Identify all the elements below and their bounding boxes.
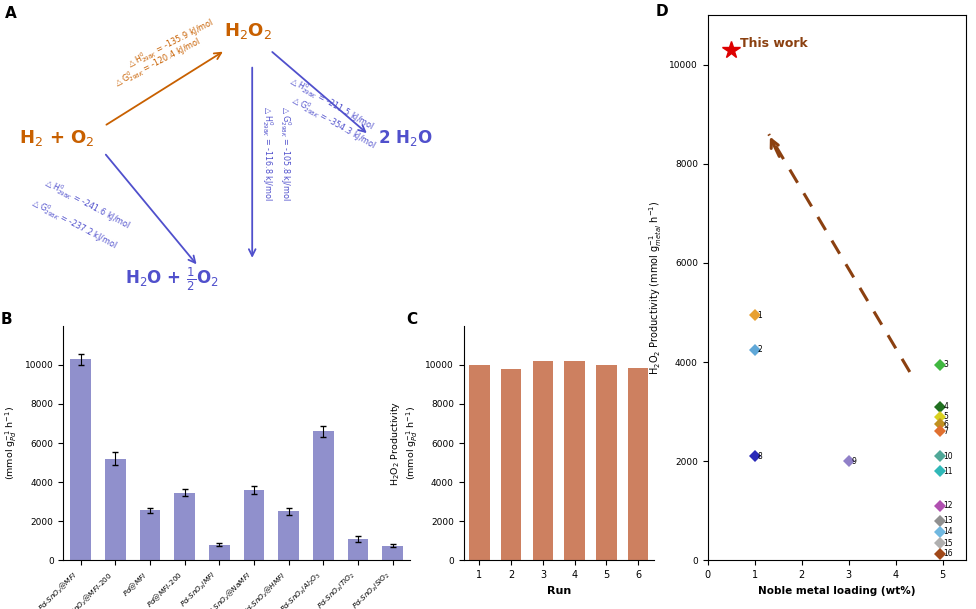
Bar [209, 544, 229, 560]
Bar [105, 459, 126, 560]
Text: 12: 12 [943, 501, 953, 510]
Text: 10: 10 [943, 452, 953, 461]
Text: B: B [1, 312, 13, 327]
Text: 14: 14 [943, 527, 953, 536]
Text: 11: 11 [943, 466, 953, 476]
Text: 1: 1 [757, 311, 762, 320]
Text: H$_2$O + $\frac{1}{2}$O$_2$: H$_2$O + $\frac{1}{2}$O$_2$ [125, 266, 219, 293]
Bar [533, 361, 553, 560]
Text: D: D [656, 4, 669, 19]
Text: 8: 8 [757, 452, 762, 461]
Text: H$_2$ + O$_2$: H$_2$ + O$_2$ [19, 128, 95, 148]
Bar [628, 368, 648, 560]
Text: 4: 4 [943, 402, 948, 411]
Bar [596, 365, 617, 560]
Text: 3: 3 [943, 360, 948, 369]
Text: 2 H$_2$O: 2 H$_2$O [378, 128, 432, 148]
Text: $\triangle$H$^0_{298K}$ = -116.8 kJ/mol: $\triangle$H$^0_{298K}$ = -116.8 kJ/mol [261, 105, 275, 200]
Text: 2: 2 [757, 345, 762, 354]
Text: 16: 16 [943, 549, 953, 558]
Text: $\triangle$G$^0_{298K}$ = -120.4 kJ/mol: $\triangle$G$^0_{298K}$ = -120.4 kJ/mol [111, 34, 203, 91]
Bar [564, 361, 585, 560]
Bar [313, 431, 334, 560]
Bar [278, 512, 299, 560]
X-axis label: Noble metal loading (wt%): Noble metal loading (wt%) [758, 586, 915, 596]
Y-axis label: H$_2$O$_2$ Productivity (mmol g$_{metal}^{-1}$ h$^{-1}$): H$_2$O$_2$ Productivity (mmol g$_{metal}… [647, 200, 664, 375]
Bar [140, 510, 160, 560]
Text: 6: 6 [943, 420, 948, 429]
Text: C: C [406, 312, 418, 327]
Bar [501, 369, 521, 560]
Bar [469, 365, 490, 560]
Y-axis label: H$_2$O$_2$ Productivity
(mmol g$_{Pd}^{-1}$ h$^{-1}$): H$_2$O$_2$ Productivity (mmol g$_{Pd}^{-… [0, 401, 20, 485]
Text: $\triangle$G$^0_{298K}$ = -105.8 kJ/mol: $\triangle$G$^0_{298K}$ = -105.8 kJ/mol [278, 105, 293, 200]
Text: $\triangle$H$^0_{298K}$ = -211.5 kJ/mol: $\triangle$H$^0_{298K}$ = -211.5 kJ/mol [286, 74, 377, 135]
Bar [175, 493, 195, 560]
Text: $\triangle$H$^0_{298K}$ = -241.6 kJ/mol: $\triangle$H$^0_{298K}$ = -241.6 kJ/mol [41, 174, 133, 233]
Text: 7: 7 [943, 427, 948, 436]
Text: A: A [5, 6, 17, 21]
Bar [70, 359, 91, 560]
Text: $\triangle$H$^0_{298K}$ = -135.9 kJ/mol: $\triangle$H$^0_{298K}$ = -135.9 kJ/mol [124, 15, 217, 72]
Y-axis label: H$_2$O$_2$ Productivity
(mmol g$_{Pd}^{-1}$ h$^{-1}$): H$_2$O$_2$ Productivity (mmol g$_{Pd}^{-… [389, 401, 420, 485]
Text: $\triangle$G$^0_{298K}$ = -237.2 kJ/mol: $\triangle$G$^0_{298K}$ = -237.2 kJ/mol [27, 195, 119, 253]
Text: 13: 13 [943, 516, 953, 525]
Bar [347, 539, 368, 560]
Bar [244, 490, 264, 560]
Text: H$_2$O$_2$: H$_2$O$_2$ [224, 21, 271, 41]
Text: This work: This work [740, 37, 807, 51]
Text: $\triangle$G$^0_{298K}$ = -354.3 kJ/mol: $\triangle$G$^0_{298K}$ = -354.3 kJ/mol [288, 93, 379, 153]
Text: 9: 9 [851, 457, 856, 466]
Bar [383, 546, 403, 560]
Text: 5: 5 [943, 412, 948, 421]
Text: 15: 15 [943, 539, 953, 548]
X-axis label: Run: Run [547, 586, 571, 596]
